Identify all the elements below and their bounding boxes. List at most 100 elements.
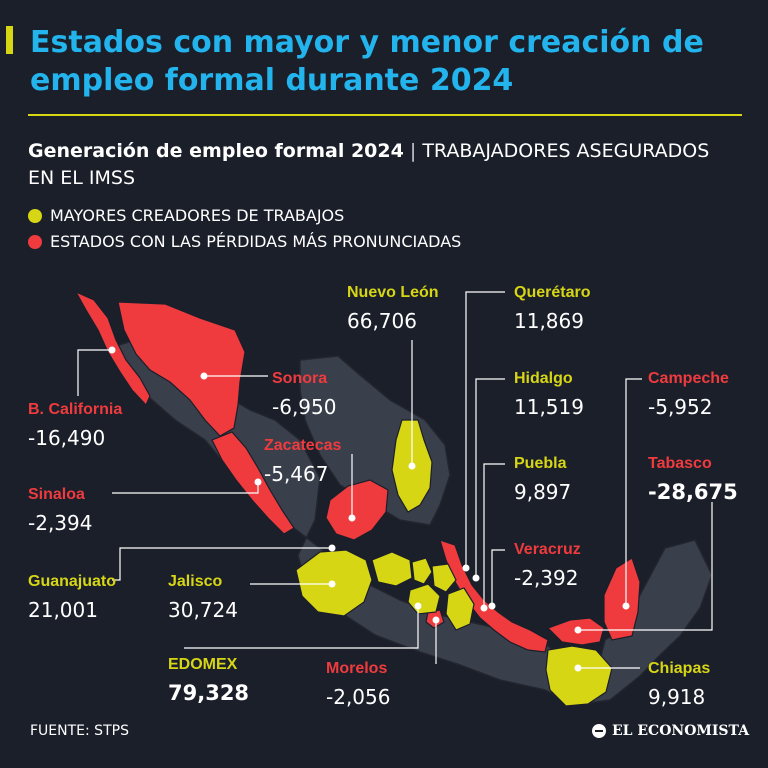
title-divider [28,114,742,116]
label-campeche: Campeche -5,952 [648,369,729,421]
state-queretaro [411,557,433,585]
label-sonora: Sonora -6,950 [272,369,336,421]
label-sinaloa: Sinaloa -2,394 [28,485,92,537]
dot-guanajuato [328,544,336,552]
label-queretaro: Querétaro 11,869 [514,283,590,335]
label-jalisco: Jalisco 30,724 [168,572,238,624]
dot-tabasco [574,626,582,634]
leader-line-campeche [625,378,642,606]
state-value-b-california: -16,490 [28,426,106,450]
label-nuevo-leon: Nuevo León 66,706 [347,283,439,335]
subtitle-rest: TRABAJADORES ASEGURADOS EN EL IMSS [28,140,710,189]
economista-logo-icon [592,724,606,738]
title-accent-bar [6,26,13,54]
state-name-morelos: Morelos [326,660,388,677]
legend-loss: ESTADOS CON LAS PÉRDIDAS MÁS PRONUNCIADA… [28,231,461,253]
dot-edomex [414,602,422,610]
map-subtitle: Generación de empleo formal 2024 | TRABA… [28,138,728,192]
state-name-puebla: Puebla [514,455,567,472]
legend-loss-label: ESTADOS CON LAS PÉRDIDAS MÁS PRONUNCIADA… [50,232,462,251]
dot-nuevo-leon [408,462,416,470]
state-puebla [445,587,475,631]
label-morelos: Morelos -2,056 [326,659,390,711]
leader-lines [77,291,713,669]
dot-sinaloa [254,478,262,486]
state-value-sinaloa: -2,394 [28,511,93,535]
state-name-hidalgo: Hidalgo [514,370,573,387]
leader-line-b-california [77,349,112,396]
label-chiapas: Chiapas 9,918 [648,659,710,711]
legend-gain-label: MAYORES CREADORES DE TRABAJOS [50,206,345,225]
label-b-california: B. California -16,490 [28,400,122,452]
state-name-chiapas: Chiapas [648,660,711,677]
state-value-queretaro: 11,869 [514,309,584,333]
label-puebla: Puebla 9,897 [514,454,571,506]
state-value-tabasco: -28,675 [648,480,738,504]
state-sonora [117,301,246,437]
dot-zacatecas [348,514,356,522]
state-zacatecas [325,479,389,541]
source-note: FUENTE: STPS [30,723,129,739]
state-hidalgo [431,563,457,593]
leader-line-tabasco [578,502,713,631]
state-name-sinaloa: Sinaloa [28,486,85,503]
state-value-guanajuato: 21,001 [28,598,98,622]
state-value-morelos: -2,056 [326,685,391,709]
leader-line-edomex [184,606,419,649]
subtitle-strong: Generación de empleo formal 2024 [28,140,404,162]
leader-line-hidalgo [475,378,505,578]
state-value-puebla: 9,897 [514,480,572,504]
label-guanajuato: Guanajuato 21,001 [28,572,116,624]
brand-logo[interactable]: EL ECONOMISTA [592,723,749,739]
dot-puebla [480,604,488,612]
dot-chiapas [574,664,582,672]
label-tabasco: Tabasco -28,675 [648,454,738,506]
legend-gain-dot [28,209,42,223]
dot-campeche [622,602,630,610]
state-campeche [603,557,641,641]
state-name-b-california: B. California [28,401,123,418]
state-value-edomex: 79,328 [168,681,250,705]
state-value-nuevo-leon: 66,706 [347,309,417,333]
state-name-veracruz: Veracruz [514,541,581,558]
state-value-veracruz: -2,392 [514,566,579,590]
state-value-hidalgo: 11,519 [514,395,584,419]
state-name-jalisco: Jalisco [168,573,223,590]
legend-gain: MAYORES CREADORES DE TRABAJOS [28,205,344,227]
dot-queretaro [462,564,470,572]
leader-line-sinaloa [112,482,259,494]
state-value-zacatecas: -5,467 [264,462,329,486]
dot-sonora [200,372,208,380]
brand-name: EL ECONOMISTA [612,723,750,739]
legend-loss-dot [28,235,42,249]
state-name-queretaro: Querétaro [514,284,591,301]
state-name-zacatecas: Zacatecas [264,437,342,454]
leader-line-veracruz [491,549,505,606]
state-sinaloa [211,431,295,535]
dot-hidalgo [472,574,480,582]
state-name-nuevo-leon: Nuevo León [347,284,439,301]
state-name-sonora: Sonora [272,370,328,387]
dot-morelos [432,616,440,624]
label-veracruz: Veracruz -2,392 [514,540,581,592]
state-value-sonora: -6,950 [272,395,337,419]
leader-line-puebla [483,463,505,608]
page-title: Estados con mayor y menor creación de em… [30,25,704,98]
state-name-tabasco: Tabasco [648,455,712,472]
state-name-campeche: Campeche [648,370,729,387]
state-guanajuato [371,551,413,587]
subtitle-separator: | [409,140,417,162]
label-zacatecas: Zacatecas -5,467 [264,436,341,488]
state-value-chiapas: 9,918 [648,685,706,709]
dot-veracruz [488,602,496,610]
state-value-jalisco: 30,724 [168,598,238,622]
state-name-edomex: EDOMEX [168,656,238,673]
anchor-dots [108,346,630,672]
dot-b-california [108,346,116,354]
state-name-guanajuato: Guanajuato [28,573,117,590]
leader-line-guanajuato [112,547,332,581]
label-hidalgo: Hidalgo 11,519 [514,369,584,421]
leader-line-queretaro [465,291,505,568]
label-edomex: EDOMEX 79,328 [168,655,249,707]
